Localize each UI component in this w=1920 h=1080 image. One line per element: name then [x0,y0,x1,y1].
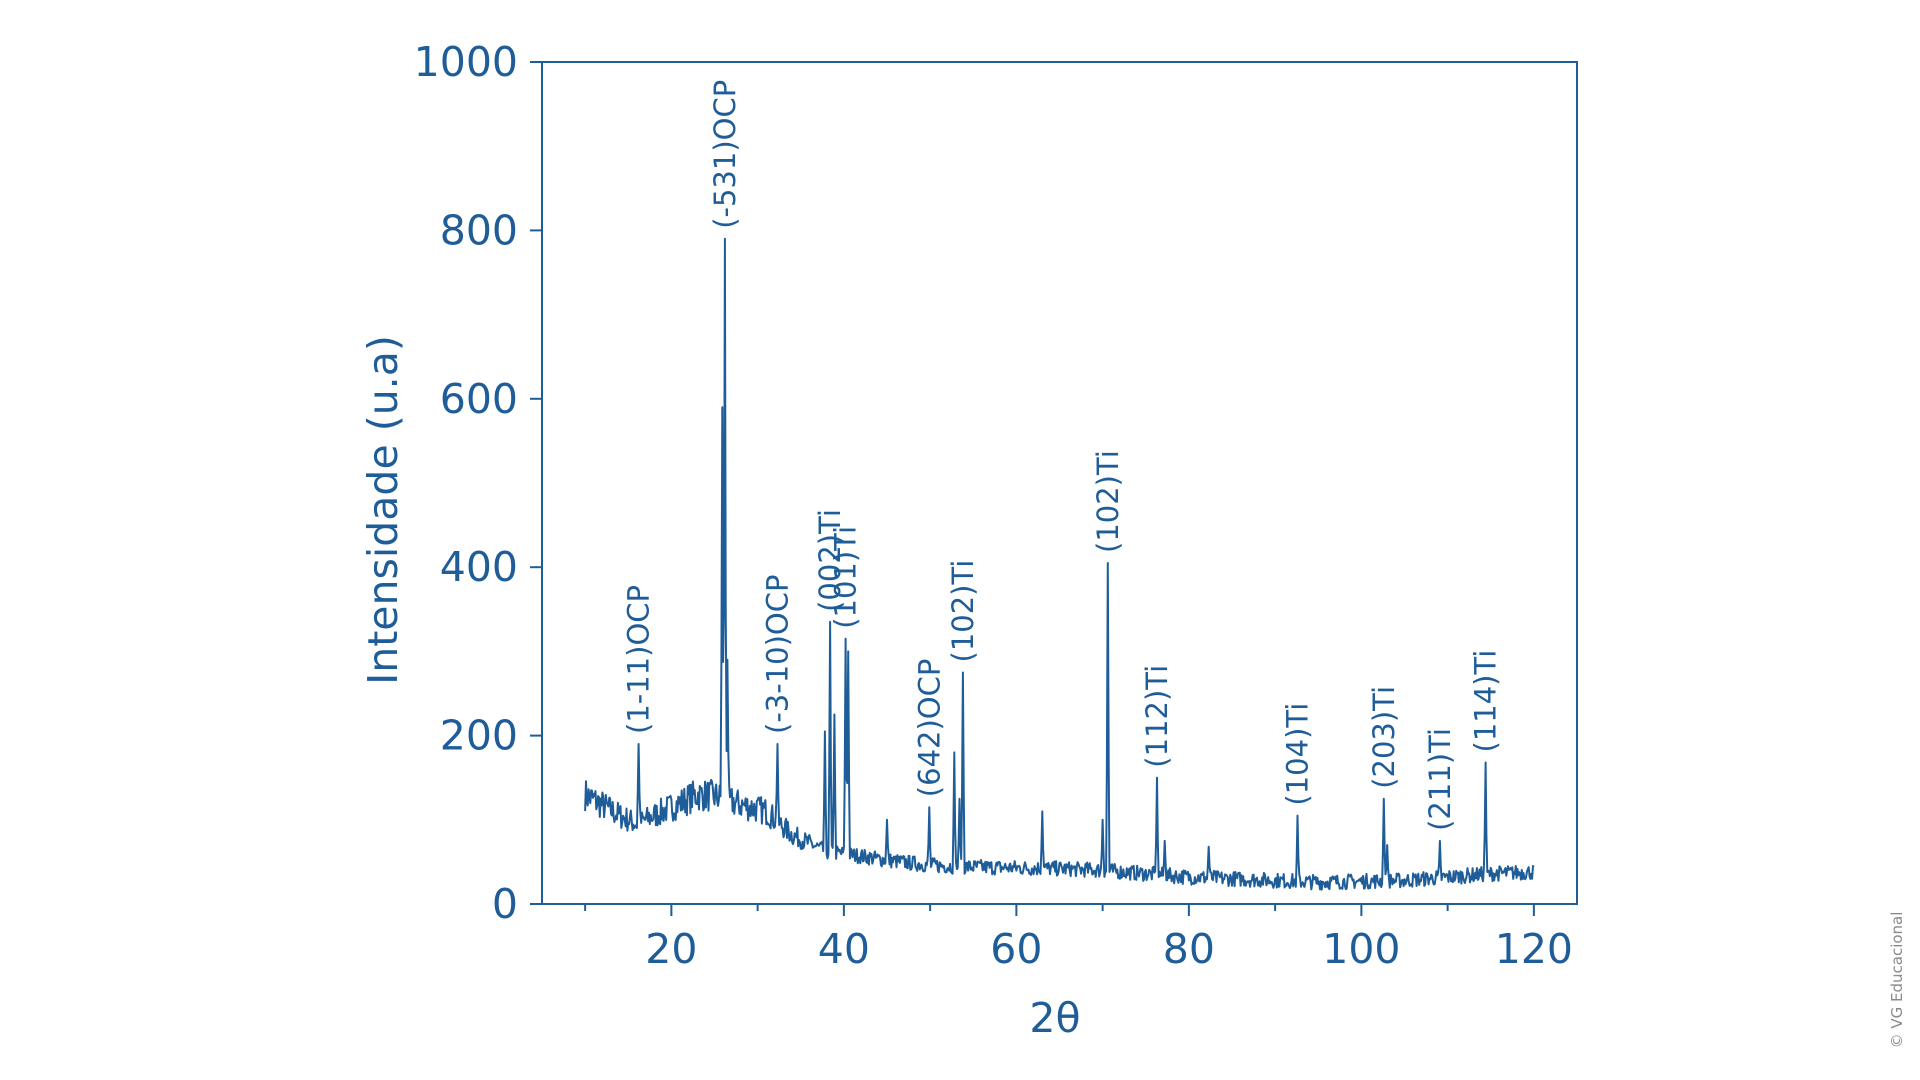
peak-label: (-3-10)OCP [761,575,795,734]
y-tick-label: 200 [440,712,518,760]
diffraction-series-line [584,237,1535,891]
peak-label: (1-11)OCP [622,585,656,734]
plot-border [541,61,1578,905]
peak-label: (642)OCP [912,659,946,798]
peak-label: (101)Ti [829,526,863,629]
peak-label: (-531)OCP [708,80,742,229]
copyright-notice: © VG Educacional [1888,912,1906,1049]
y-tick-label: 0 [492,880,518,928]
peak-label: (104)Ti [1281,703,1315,806]
peak-label: (002)Ti [813,509,847,612]
y-tick-label: 1000 [414,38,518,86]
x-tick-label: 60 [990,925,1042,973]
x-tick-label: 20 [645,925,697,973]
y-axis-label: Intensidade (u.a) [359,335,407,685]
y-tick-label: 400 [440,543,518,591]
y-tick-label: 600 [440,375,518,423]
x-tick-label: 120 [1495,925,1573,973]
y-axis-ticks: 0 200 400 600 800 1000 [414,38,542,928]
peak-labels: (1-11)OCP (-531)OCP (-3-10)OCP (002)Ti(101)… [622,80,1503,831]
y-tick-label: 800 [440,206,518,254]
x-tick-label: 100 [1322,925,1400,973]
x-tick-label: 40 [818,925,870,973]
peak-label: (203)Ti [1367,686,1401,789]
peak-label: (114)Ti [1469,650,1503,753]
peak-label: (112)Ti [1140,665,1174,768]
x-axis-label: 2θ [1029,994,1080,1042]
plot-frame [541,61,1578,905]
x-tick-label: 80 [1163,925,1215,973]
peak-label: (102)Ti [1091,450,1125,553]
x-axis-ticks: 20 40 60 80 100 120 [584,904,1573,973]
peak-label: (102)Ti [946,560,980,663]
peak-label: (211)Ti [1423,728,1457,831]
